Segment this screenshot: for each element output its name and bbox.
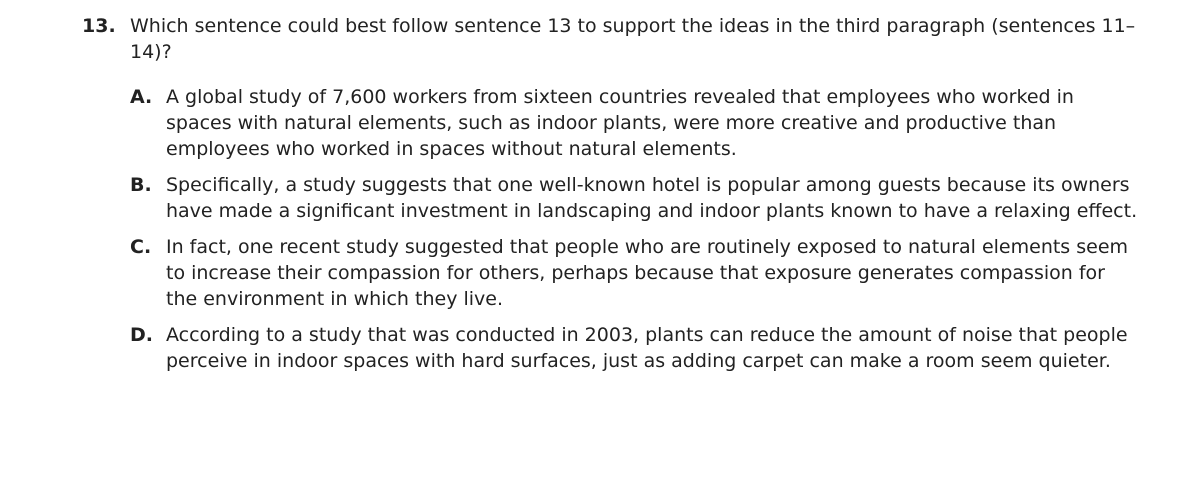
- answer-choices: A. A global study of 7,600 workers from …: [130, 84, 1142, 374]
- choice-letter: C.: [130, 236, 152, 258]
- question-header: 13. Which sentence could best follow sen…: [82, 13, 1142, 65]
- choice-text: According to a study that was conducted …: [166, 324, 1128, 372]
- answer-choice-b[interactable]: B. Specifically, a study suggests that o…: [130, 172, 1142, 224]
- choice-letter: D.: [130, 324, 153, 346]
- answer-choice-c[interactable]: C. In fact, one recent study suggested t…: [130, 234, 1142, 312]
- choice-text: In fact, one recent study suggested that…: [166, 236, 1129, 310]
- question-stem: Which sentence could best follow sentenc…: [130, 15, 1136, 63]
- question-number: 13.: [82, 15, 116, 37]
- question-block: 13. Which sentence could best follow sen…: [82, 13, 1142, 384]
- choice-letter: B.: [130, 174, 152, 196]
- choice-text: Specifically, a study suggests that one …: [166, 174, 1138, 222]
- answer-choice-d[interactable]: D. According to a study that was conduct…: [130, 322, 1142, 374]
- choice-text: A global study of 7,600 workers from six…: [166, 86, 1074, 160]
- choice-letter: A.: [130, 86, 153, 108]
- answer-choice-a[interactable]: A. A global study of 7,600 workers from …: [130, 84, 1142, 162]
